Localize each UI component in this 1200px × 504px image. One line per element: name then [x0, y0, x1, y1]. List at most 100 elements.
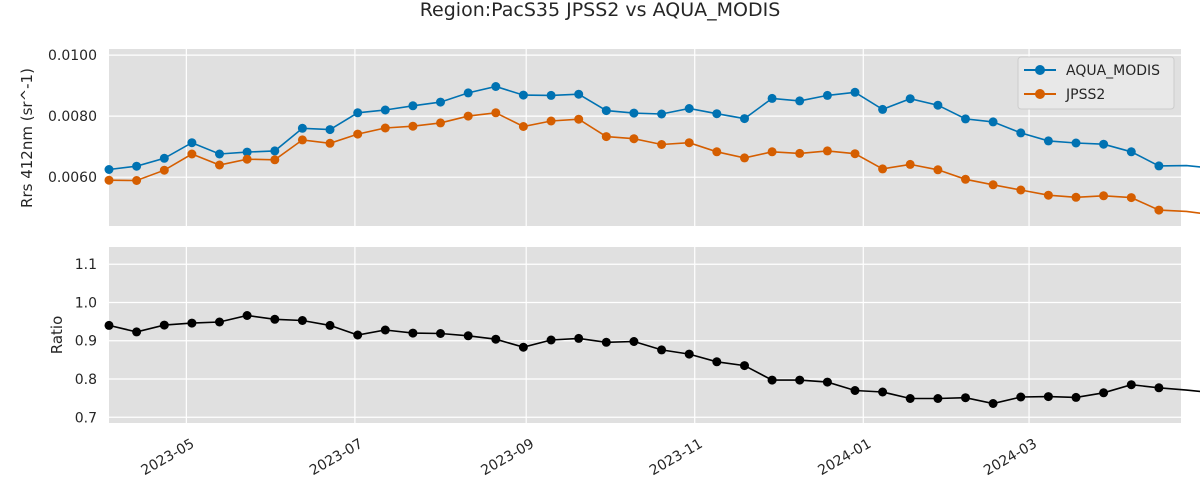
- data-point-aqua-modis: [1043, 136, 1053, 146]
- data-point-ratio: [159, 320, 169, 330]
- data-point-aqua-modis: [795, 96, 805, 106]
- data-point-ratio: [961, 393, 970, 403]
- data-point-jpss2: [1154, 205, 1164, 215]
- data-point-ratio: [684, 349, 694, 359]
- data-point-aqua-modis: [380, 105, 390, 115]
- data-point-aqua-modis: [159, 153, 169, 163]
- data-point-jpss2: [629, 134, 639, 144]
- data-point-ratio: [1126, 380, 1136, 390]
- bottom-y-tick-label: 0.9: [75, 334, 97, 350]
- data-point-aqua-modis: [325, 125, 335, 135]
- data-point-jpss2: [684, 138, 694, 148]
- data-point-ratio: [187, 318, 197, 328]
- legend-box: [1017, 56, 1175, 110]
- data-point-ratio: [242, 311, 252, 320]
- data-point-jpss2: [795, 148, 805, 158]
- data-point-ratio: [380, 325, 390, 335]
- data-point-aqua-modis: [353, 108, 363, 118]
- data-point-ratio: [104, 320, 114, 330]
- data-point-ratio: [933, 394, 943, 403]
- data-point-ratio: [795, 375, 805, 385]
- data-point-aqua-modis: [657, 109, 667, 119]
- data-point-aqua-modis: [878, 104, 888, 114]
- bottom-y-tick-label: 0.8: [75, 372, 97, 388]
- data-point-jpss2: [491, 108, 501, 118]
- data-point-ratio: [850, 386, 860, 395]
- data-point-aqua-modis: [988, 117, 998, 127]
- data-point-jpss2: [1126, 193, 1136, 203]
- data-point-jpss2: [740, 153, 749, 163]
- data-point-aqua-modis: [491, 82, 501, 91]
- top-y-tick-label: 0.0080: [48, 109, 97, 125]
- data-point-ratio: [297, 316, 307, 325]
- data-point-jpss2: [187, 149, 197, 159]
- data-point-aqua-modis: [850, 87, 860, 97]
- data-point-jpss2: [408, 121, 418, 131]
- data-point-aqua-modis: [961, 114, 970, 124]
- data-point-aqua-modis: [684, 104, 694, 113]
- data-point-aqua-modis: [905, 94, 915, 104]
- data-point-jpss2: [601, 132, 611, 142]
- data-point-ratio: [657, 345, 667, 355]
- data-point-jpss2: [1043, 190, 1053, 200]
- legend-swatch-jpss2-marker: [1035, 89, 1045, 99]
- data-point-ratio: [518, 342, 528, 352]
- data-point-jpss2: [988, 180, 998, 190]
- data-point-jpss2: [1099, 191, 1109, 201]
- data-point-ratio: [546, 335, 556, 345]
- data-point-ratio: [408, 328, 418, 338]
- data-point-jpss2: [242, 154, 252, 164]
- data-point-aqua-modis: [629, 108, 639, 118]
- data-point-jpss2: [1016, 185, 1026, 195]
- data-point-ratio: [629, 337, 639, 346]
- data-point-jpss2: [463, 111, 473, 121]
- data-point-jpss2: [380, 123, 390, 133]
- data-point-ratio: [1043, 392, 1053, 402]
- data-point-aqua-modis: [740, 114, 749, 124]
- data-point-jpss2: [436, 118, 445, 128]
- data-point-ratio: [270, 314, 280, 324]
- data-point-ratio: [215, 317, 224, 327]
- data-point-jpss2: [1071, 192, 1081, 202]
- data-point-jpss2: [159, 165, 169, 175]
- data-point-ratio: [878, 387, 888, 397]
- data-point-jpss2: [850, 149, 860, 159]
- data-point-aqua-modis: [1071, 138, 1081, 148]
- data-point-ratio: [1071, 392, 1081, 402]
- data-point-jpss2: [878, 164, 888, 174]
- data-point-jpss2: [270, 155, 280, 165]
- legend-label-aqua: AQUA_MODIS: [1066, 63, 1160, 79]
- data-point-jpss2: [767, 147, 777, 157]
- data-point-aqua-modis: [1126, 147, 1136, 157]
- data-point-aqua-modis: [822, 90, 832, 100]
- data-point-ratio: [740, 361, 749, 371]
- data-point-ratio: [988, 399, 998, 408]
- data-point-ratio: [905, 394, 915, 403]
- bottom-y-tick-label: 0.7: [75, 410, 97, 426]
- data-point-ratio: [1154, 383, 1164, 393]
- data-point-jpss2: [822, 146, 832, 156]
- data-point-ratio: [436, 329, 445, 338]
- x-tick-label: 2024-03: [981, 436, 1040, 479]
- data-point-aqua-modis: [574, 89, 584, 99]
- data-point-jpss2: [961, 174, 970, 184]
- data-point-jpss2: [518, 122, 528, 131]
- data-point-ratio: [463, 331, 473, 341]
- data-point-jpss2: [132, 176, 142, 185]
- chart-title: Region:PacS35 JPSS2 vs AQUA_MODIS: [420, 0, 781, 21]
- data-point-ratio: [822, 377, 832, 387]
- data-point-jpss2: [353, 129, 363, 139]
- data-point-aqua-modis: [132, 161, 142, 171]
- data-point-ratio: [1099, 388, 1109, 398]
- top-y-tick-label: 0.0060: [48, 170, 97, 186]
- data-point-aqua-modis: [104, 165, 114, 174]
- data-point-jpss2: [933, 165, 943, 175]
- bottom-y-axis-label: Ratio: [48, 316, 66, 355]
- top-panel-background: [109, 49, 1181, 226]
- legend-swatch-aqua-marker: [1035, 65, 1045, 75]
- data-point-aqua-modis: [187, 138, 197, 148]
- data-point-aqua-modis: [933, 100, 943, 110]
- data-point-jpss2: [325, 138, 335, 148]
- top-y-axis-label: Rrs 412nm (sr^-1): [18, 68, 36, 208]
